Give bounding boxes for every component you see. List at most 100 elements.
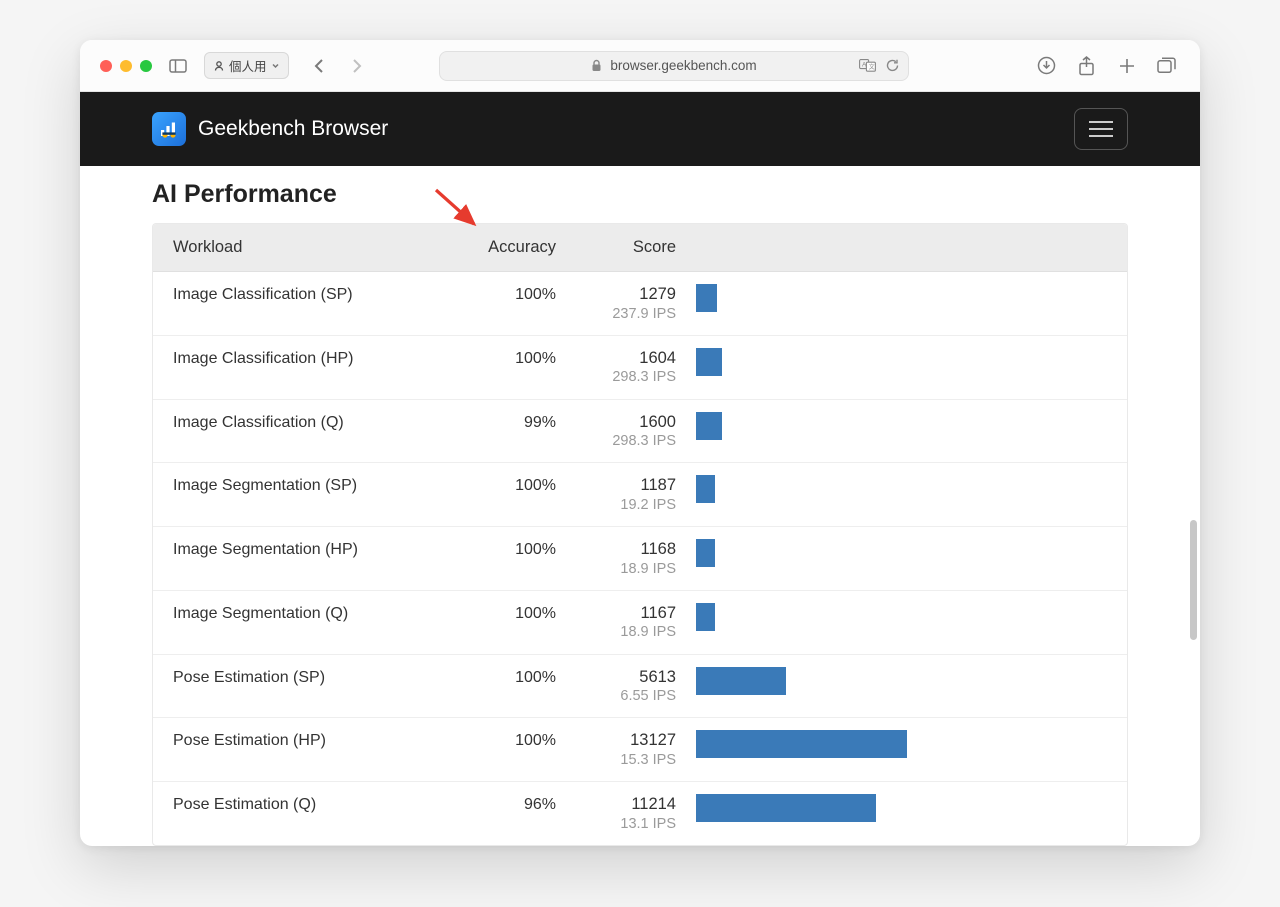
forward-button[interactable] bbox=[341, 53, 371, 79]
score-value: 13127 bbox=[556, 730, 676, 751]
cell-accuracy: 100% bbox=[448, 730, 556, 750]
close-window-button[interactable] bbox=[100, 60, 112, 72]
score-value: 5613 bbox=[556, 667, 676, 688]
score-ips: 18.9 IPS bbox=[556, 560, 676, 578]
column-header-score: Score bbox=[556, 238, 676, 257]
menu-toggle-button[interactable] bbox=[1074, 108, 1128, 150]
table-row: Image Segmentation (Q)100%116718.9 IPS bbox=[153, 591, 1127, 655]
cell-workload: Image Classification (HP) bbox=[173, 348, 448, 368]
table-row: Pose Estimation (Q)96%1121413.1 IPS bbox=[153, 782, 1127, 845]
tab-group-label: 個人用 bbox=[229, 56, 267, 75]
cell-workload: Image Segmentation (HP) bbox=[173, 539, 448, 559]
table-row: Image Segmentation (HP)100%116818.9 IPS bbox=[153, 527, 1127, 591]
maximize-window-button[interactable] bbox=[140, 60, 152, 72]
cell-score: 1312715.3 IPS bbox=[556, 730, 676, 769]
cell-accuracy: 100% bbox=[448, 539, 556, 559]
score-value: 11214 bbox=[556, 794, 676, 815]
score-value: 1168 bbox=[556, 539, 676, 560]
cell-score: 116818.9 IPS bbox=[556, 539, 676, 578]
score-ips: 237.9 IPS bbox=[556, 305, 676, 323]
score-value: 1167 bbox=[556, 603, 676, 624]
cell-score: 1600298.3 IPS bbox=[556, 412, 676, 451]
nav-arrows bbox=[305, 53, 371, 79]
url-host: browser.geekbench.com bbox=[610, 58, 756, 73]
safari-window: 個人用 browser.geekbench.com A文 bbox=[80, 40, 1200, 846]
lock-icon bbox=[591, 59, 602, 72]
cell-workload: Pose Estimation (HP) bbox=[173, 730, 448, 750]
score-bar bbox=[696, 348, 722, 376]
cell-accuracy: 100% bbox=[448, 348, 556, 368]
tab-overview-button[interactable] bbox=[1154, 53, 1180, 79]
tab-group-selector[interactable]: 個人用 bbox=[204, 52, 289, 79]
cell-workload: Image Classification (SP) bbox=[173, 284, 448, 304]
translate-icon[interactable]: A文 bbox=[859, 58, 877, 73]
score-bar bbox=[696, 475, 715, 503]
back-button[interactable] bbox=[305, 53, 335, 79]
cell-score: 118719.2 IPS bbox=[556, 475, 676, 514]
score-ips: 298.3 IPS bbox=[556, 432, 676, 450]
table-row: Pose Estimation (HP)100%1312715.3 IPS bbox=[153, 718, 1127, 782]
cell-workload: Image Classification (Q) bbox=[173, 412, 448, 432]
downloads-button[interactable] bbox=[1034, 53, 1060, 79]
score-bar bbox=[696, 667, 786, 695]
cell-score: 1604298.3 IPS bbox=[556, 348, 676, 387]
cell-workload: Pose Estimation (SP) bbox=[173, 667, 448, 687]
score-value: 1279 bbox=[556, 284, 676, 305]
score-bar bbox=[696, 794, 876, 822]
toolbar-right-actions bbox=[1034, 53, 1180, 79]
score-bar bbox=[696, 284, 717, 312]
table-row: Image Classification (SP)100%1279237.9 I… bbox=[153, 272, 1127, 336]
cell-accuracy: 100% bbox=[448, 284, 556, 304]
score-bar bbox=[696, 412, 722, 440]
cell-score: 116718.9 IPS bbox=[556, 603, 676, 642]
score-value: 1604 bbox=[556, 348, 676, 369]
sidebar-toggle-button[interactable] bbox=[164, 53, 192, 79]
table-row: Image Segmentation (SP)100%118719.2 IPS bbox=[153, 463, 1127, 527]
cell-accuracy: 96% bbox=[448, 794, 556, 814]
site-navbar: Geekbench Browser bbox=[80, 92, 1200, 166]
score-value: 1187 bbox=[556, 475, 676, 496]
address-bar[interactable]: browser.geekbench.com A文 bbox=[439, 51, 909, 81]
table-row: Image Classification (Q)99%1600298.3 IPS bbox=[153, 400, 1127, 464]
table-row: Pose Estimation (SP)100%56136.55 IPS bbox=[153, 655, 1127, 719]
score-ips: 15.3 IPS bbox=[556, 751, 676, 769]
score-ips: 18.9 IPS bbox=[556, 623, 676, 641]
cell-score: 1121413.1 IPS bbox=[556, 794, 676, 833]
address-bar-actions: A文 bbox=[859, 58, 900, 73]
score-value: 1600 bbox=[556, 412, 676, 433]
cell-workload: Image Segmentation (SP) bbox=[173, 475, 448, 495]
cell-accuracy: 100% bbox=[448, 475, 556, 495]
page-content: AI Performance Workload Accuracy Score I… bbox=[80, 166, 1200, 846]
brand-logo-icon bbox=[152, 112, 186, 146]
column-header-workload: Workload bbox=[173, 238, 448, 257]
score-ips: 298.3 IPS bbox=[556, 368, 676, 386]
score-bar bbox=[696, 539, 715, 567]
browser-toolbar: 個人用 browser.geekbench.com A文 bbox=[80, 40, 1200, 92]
cell-score: 1279237.9 IPS bbox=[556, 284, 676, 323]
section-title: AI Performance bbox=[152, 180, 1128, 209]
cell-workload: Pose Estimation (Q) bbox=[173, 794, 448, 814]
brand[interactable]: Geekbench Browser bbox=[152, 112, 388, 146]
performance-table: Workload Accuracy Score Image Classifica… bbox=[152, 223, 1128, 846]
table-header-row: Workload Accuracy Score bbox=[153, 224, 1127, 272]
new-tab-button[interactable] bbox=[1114, 53, 1140, 79]
score-ips: 13.1 IPS bbox=[556, 815, 676, 833]
score-ips: 19.2 IPS bbox=[556, 496, 676, 514]
cell-workload: Image Segmentation (Q) bbox=[173, 603, 448, 623]
brand-title: Geekbench Browser bbox=[198, 117, 388, 141]
minimize-window-button[interactable] bbox=[120, 60, 132, 72]
cell-accuracy: 100% bbox=[448, 667, 556, 687]
svg-text:A: A bbox=[862, 62, 867, 69]
share-button[interactable] bbox=[1074, 53, 1100, 79]
table-body: Image Classification (SP)100%1279237.9 I… bbox=[153, 272, 1127, 845]
reload-icon[interactable] bbox=[885, 58, 900, 73]
cell-accuracy: 100% bbox=[448, 603, 556, 623]
cell-score: 56136.55 IPS bbox=[556, 667, 676, 706]
svg-text:文: 文 bbox=[869, 63, 875, 71]
column-header-accuracy: Accuracy bbox=[448, 238, 556, 257]
score-bar bbox=[696, 730, 907, 758]
window-traffic-lights bbox=[100, 60, 152, 72]
score-ips: 6.55 IPS bbox=[556, 687, 676, 705]
cell-accuracy: 99% bbox=[448, 412, 556, 432]
table-row: Image Classification (HP)100%1604298.3 I… bbox=[153, 336, 1127, 400]
